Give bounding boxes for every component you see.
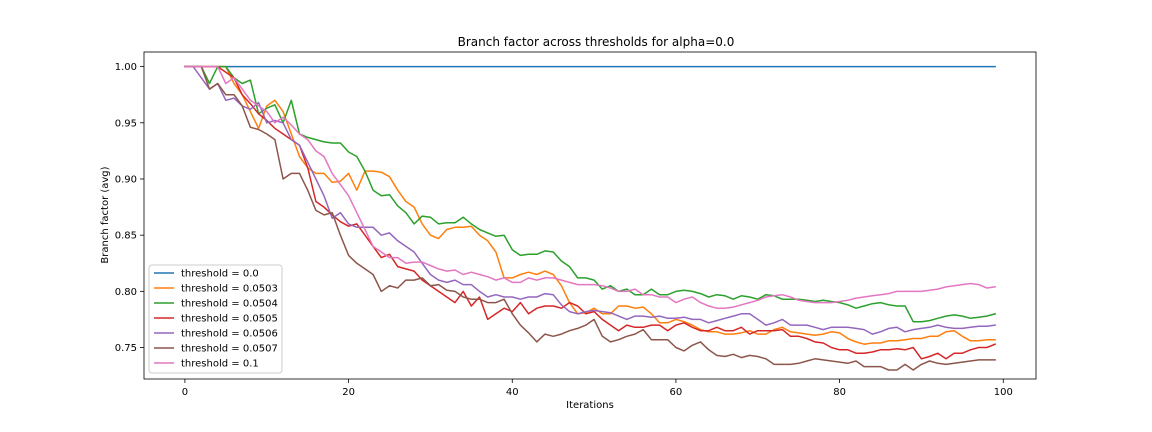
x-tick-label: 100 xyxy=(994,387,1013,398)
legend-label-3: threshold = 0.0505 xyxy=(181,314,278,325)
x-tick-label: 40 xyxy=(506,387,519,398)
y-tick-label: 1.00 xyxy=(115,62,137,73)
series-line-3 xyxy=(184,65,997,360)
x-tick-label: 0 xyxy=(182,387,188,398)
series-line-5 xyxy=(184,65,996,371)
series-layer xyxy=(184,65,997,371)
plot-frame xyxy=(143,51,1037,380)
y-tick-label: 0.80 xyxy=(115,287,137,298)
plot-area xyxy=(184,65,997,371)
x-axis-label: Iterations xyxy=(566,400,614,411)
legend-label-4: threshold = 0.0506 xyxy=(181,329,278,340)
series-line-4 xyxy=(184,65,996,335)
chart-title: Branch factor across thresholds for alph… xyxy=(458,35,735,49)
legend-label-5: threshold = 0.0507 xyxy=(181,344,278,355)
series-line-1 xyxy=(184,65,996,345)
y-tick-label: 0.95 xyxy=(115,118,137,129)
legend-label-1: threshold = 0.0503 xyxy=(181,284,278,295)
x-axis: 0 20 40 60 80 100 xyxy=(182,379,1013,398)
legend-label-6: threshold = 0.1 xyxy=(181,359,259,370)
legend-label-2: threshold = 0.0504 xyxy=(181,299,278,310)
y-axis-label: Branch factor (avg) xyxy=(100,166,111,263)
y-tick-label: 0.90 xyxy=(115,174,137,185)
series-line-6 xyxy=(184,65,996,309)
y-tick-label: 0.85 xyxy=(115,231,137,242)
x-tick-label: 80 xyxy=(833,387,846,398)
legend: threshold = 0.0 threshold = 0.0503 thresho… xyxy=(148,264,283,374)
legend-box xyxy=(148,264,283,374)
y-axis: 0.75 0.80 0.85 0.90 0.95 1.00 xyxy=(115,62,144,354)
legend-label-0: threshold = 0.0 xyxy=(181,269,259,280)
y-tick-label: 0.75 xyxy=(115,343,137,354)
x-tick-label: 60 xyxy=(670,387,683,398)
x-tick-label: 20 xyxy=(342,387,355,398)
series-line-2 xyxy=(184,65,997,323)
